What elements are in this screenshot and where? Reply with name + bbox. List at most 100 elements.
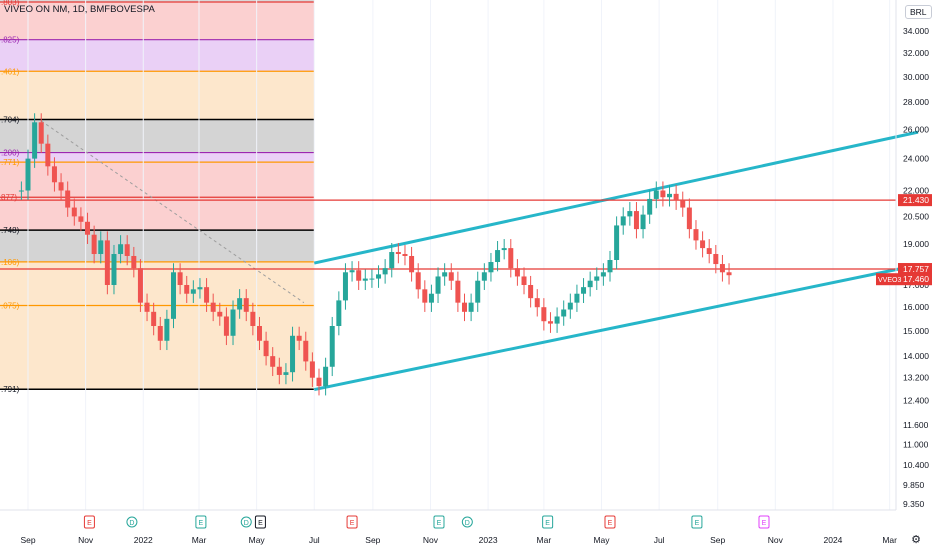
event-marker: E [346,515,358,529]
channel-upper-line [313,130,919,265]
candle-body [323,366,329,387]
event-marker: E [604,515,616,529]
candle-body [461,302,467,312]
candle-body [237,298,243,310]
event-letter: E [437,520,442,527]
candle-body [395,252,401,255]
candle-body [78,216,84,222]
x-tick-label: May [593,535,610,545]
x-tick-label: Sep [365,535,380,545]
candle-body [587,280,593,288]
event-letter: E [608,520,613,527]
candle-body [197,287,203,290]
event-letter: E [762,520,767,527]
horizontal-lines[interactable] [0,199,896,270]
x-tick-label: 2024 [824,535,843,545]
candle-body [376,274,382,279]
time-axis[interactable]: Sep Nov 2022 Mar May Jul Sep Nov 2023 Mar May Jul Se… [0,509,897,545]
candle-body [719,264,725,273]
x-tick-label: May [249,535,266,545]
event-letter: E [199,520,204,527]
candle-body [342,272,348,301]
candle-body [693,229,699,241]
fib-zone [0,39,315,72]
candle-body [620,216,626,226]
earnings-icon [254,515,266,529]
earnings-icon [433,515,445,529]
candle-body [329,326,335,367]
fib-label: .825) [1,36,20,45]
candle-body [276,366,282,375]
candle-body [204,287,210,303]
y-tick-label: 26.000 [903,124,929,134]
event-letter: E [258,520,263,527]
event-marker: E [758,515,770,529]
event-letter: E [350,520,355,527]
y-tick-label: 22.000 [903,186,929,196]
candle-body [713,254,719,265]
candle-body [51,166,57,183]
candle-body [45,143,51,167]
y-tick-label: 34.000 [903,26,929,36]
chart-title: VIVEO ON NM, 1D, BMFBOVESPA [4,4,155,15]
candle-body [521,276,527,285]
price-axis[interactable]: 34.000 32.000 30.000 28.000 26.000 24.000 22.0… [895,0,929,510]
settings-gear-icon[interactable]: ⚙ [911,534,921,546]
event-marker: E [691,515,703,529]
candle-body [488,262,494,273]
candle-body [402,254,408,256]
fib-label: .771) [1,158,20,167]
candle-body [91,234,97,255]
currency-badge[interactable]: BRL [905,5,932,19]
event-letter: E [695,520,700,527]
x-tick-label: Sep [20,535,35,545]
candle-body [667,193,673,198]
candle-body [554,316,560,324]
x-tick-label: Jul [654,535,665,545]
candle-body [633,211,639,230]
candle-body [369,278,375,280]
candle-body [508,248,514,269]
symbol-tag [876,273,898,286]
candle-body [184,284,190,294]
earnings-icon [542,515,554,529]
x-tick-label: Nov [78,535,94,545]
candle-body [190,289,196,294]
candle-body [283,372,289,375]
candle-body [250,311,256,327]
event-letter: D [465,520,470,527]
candle-body [38,122,44,144]
candle-body [726,272,732,276]
earnings-icon [758,515,770,529]
channel-lower-line [313,263,919,392]
fib-label: .461) [1,67,20,76]
y-tick-label: 9.350 [903,499,925,509]
candle-body [296,335,302,341]
event-marker: E [254,515,266,529]
dividend-icon [240,516,252,528]
y-tick-label: 19.000 [903,239,929,249]
fib-zone [0,230,315,262]
candle-body [98,240,104,255]
candle-body [243,298,249,312]
candle-body [409,255,415,273]
candle-body [700,240,706,249]
candle-body [442,272,448,277]
fib-retracement-fills [0,0,315,390]
trend-channel[interactable] [313,130,919,392]
candle-body [124,244,130,256]
candle-body [217,311,223,317]
candle-body [144,302,150,312]
candle-body [210,302,216,312]
y-tick-label: 15.000 [903,326,929,336]
candle-body [614,225,620,260]
fib-zone [0,1,315,40]
candle-body [647,198,653,215]
y-tick-label: 11.000 [903,440,929,450]
fib-label: .791) [1,385,20,394]
price-tag [898,273,932,286]
price-tag [898,194,932,207]
candle-body [422,289,428,303]
x-tick-label: Jul [309,535,320,545]
